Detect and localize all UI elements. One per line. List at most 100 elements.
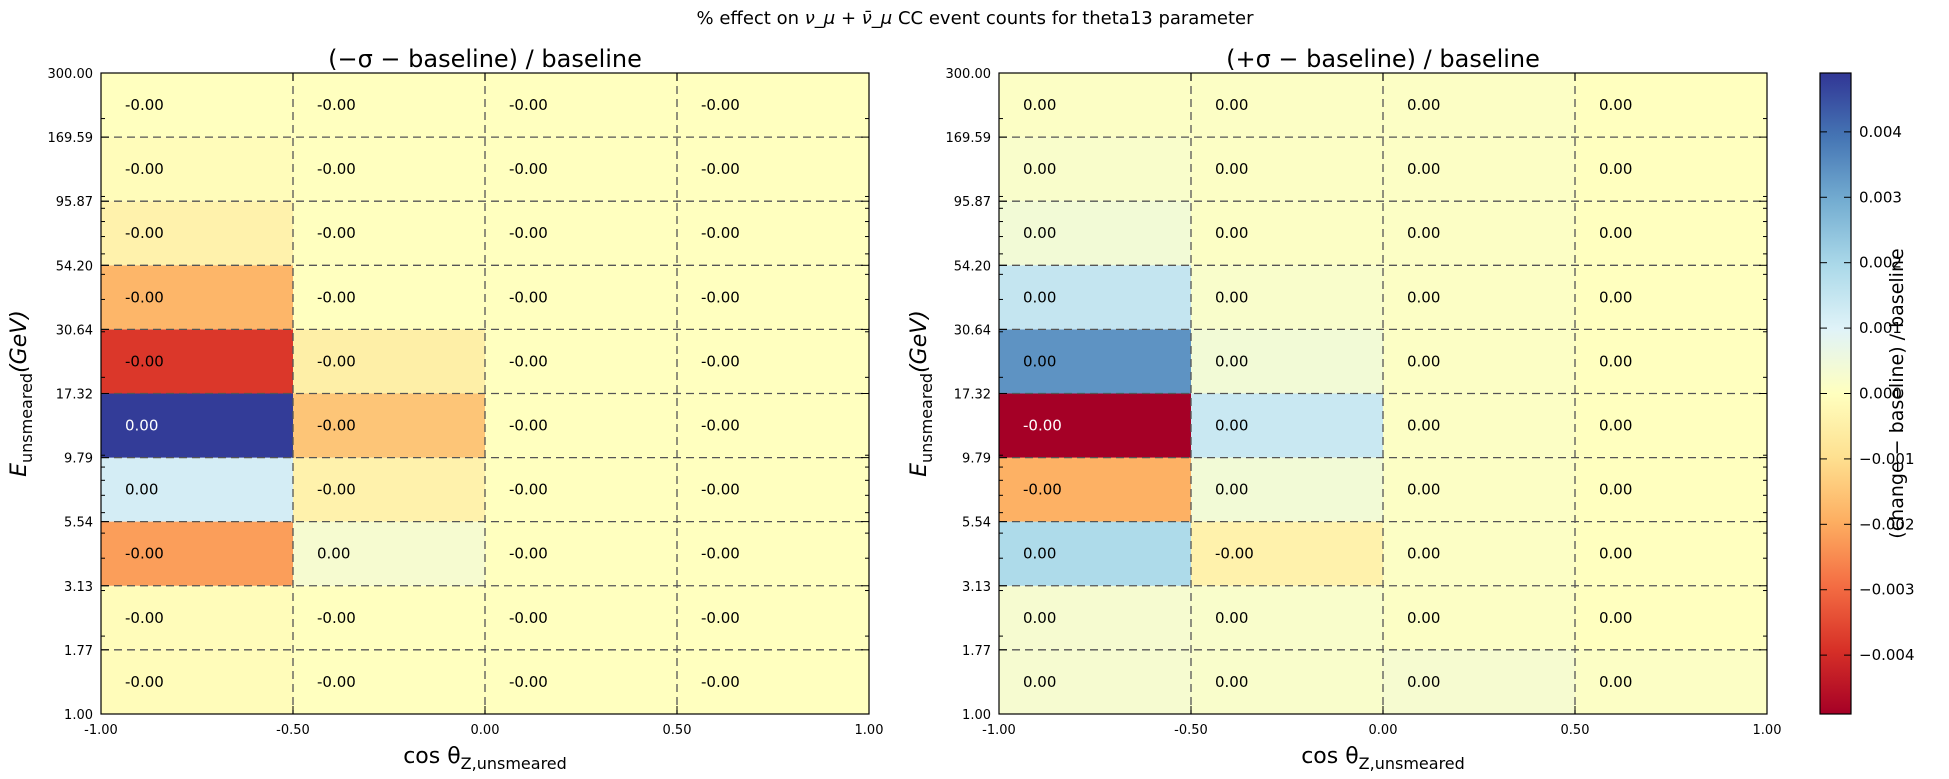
heatmap-cell: [1383, 521, 1575, 586]
cell-label: 0.00: [1407, 673, 1440, 691]
cell-label: -0.00: [317, 160, 356, 178]
heatmap-cell: [1575, 393, 1767, 458]
heatmap-cell: [1383, 137, 1575, 202]
heatmap-cell: [1191, 457, 1383, 522]
heatmap-cell: [293, 137, 485, 202]
cell-label: 0.00: [1215, 160, 1248, 178]
heatmap-cell: [101, 521, 293, 586]
cell-label: -0.00: [509, 545, 548, 563]
cell-label: 0.00: [1023, 352, 1056, 370]
colorbar-label: (change − baseline) / baseline: [1886, 248, 1908, 538]
cell-label: -0.00: [701, 481, 740, 499]
cell-label: 0.00: [125, 481, 158, 499]
heatmap-cell: [677, 521, 869, 586]
colorbar-tick-label: −0.002: [1859, 515, 1915, 533]
heatmap-cell: [677, 265, 869, 330]
heatmap-cell: [999, 73, 1191, 138]
heatmap-cell: [1383, 457, 1575, 522]
cell-label: -0.00: [317, 96, 356, 114]
heatmap-cell: [101, 201, 293, 266]
heatmap-cell: [677, 585, 869, 650]
heatmap-cell: [1191, 265, 1383, 330]
heatmap-cell: [485, 457, 677, 522]
heatmap-cell: [677, 649, 869, 714]
colorbar-tick-label: 0.002: [1859, 254, 1902, 272]
y-tick-label: 9.79: [962, 452, 991, 467]
heatmap-cell: [677, 201, 869, 266]
heatmap-cell: [1191, 649, 1383, 714]
cell-label: 0.00: [1215, 352, 1248, 370]
colorbar: −0.004 −0.003 −0.002 −0.001 0.000 0.001 0.002 0…: [1819, 72, 1915, 715]
cell-label: 0.00: [1215, 96, 1248, 114]
heatmap-cell: [101, 73, 293, 138]
cell-label: 0.00: [1023, 160, 1056, 178]
cell-label: 0.00: [1407, 481, 1440, 499]
cell-label: -0.00: [509, 417, 548, 435]
cell-label: -0.00: [701, 417, 740, 435]
cell-label: -0.00: [1023, 481, 1062, 499]
cell-label: 0.00: [1599, 609, 1632, 627]
cell-label: -0.00: [317, 673, 356, 691]
heatmap-cell: [999, 201, 1191, 266]
cell-label: -0.00: [509, 352, 548, 370]
heatmap-cell: [101, 649, 293, 714]
cell-label: 0.00: [317, 545, 350, 563]
x-tick-label: -0.50: [276, 723, 310, 738]
heatmap-cell: [485, 73, 677, 138]
heatmap-cell: [485, 521, 677, 586]
heatmap-cell: [999, 585, 1191, 650]
cell-label: -0.00: [317, 417, 356, 435]
heatmap-cell: [1575, 457, 1767, 522]
heatmap-cell: [485, 201, 677, 266]
cell-label: 0.00: [1599, 288, 1632, 306]
y-tick-label: 169.59: [946, 131, 992, 146]
heatmap-cell: [293, 265, 485, 330]
heatmap-cell: [1383, 393, 1575, 458]
y-tick-label: 95.87: [56, 195, 93, 210]
heatmap-cell: [485, 265, 677, 330]
heatmap-cell: [1191, 393, 1383, 458]
heatmap-cell: [1383, 265, 1575, 330]
x-tick-label: -1.00: [84, 723, 118, 738]
cell-label: -0.00: [125, 160, 164, 178]
heatmap-cell: [101, 137, 293, 202]
heatmap-cell: [999, 457, 1191, 522]
heatmap-cell: [293, 329, 485, 394]
cell-label: -0.00: [509, 673, 548, 691]
y-tick-label: 1.77: [962, 644, 991, 659]
heatmap-cell: [101, 457, 293, 522]
cell-label: -0.00: [701, 352, 740, 370]
y-tick-label: 169.59: [48, 131, 94, 146]
heatmap-cell: [677, 457, 869, 522]
y-tick-label: 30.64: [954, 323, 991, 338]
x-tick-label: 1.00: [855, 723, 884, 738]
y-tick-label: 1.77: [64, 644, 93, 659]
heatmap-cell: [293, 457, 485, 522]
heatmap-cell: [293, 393, 485, 458]
cell-label: -0.00: [701, 288, 740, 306]
y-tick-label: 54.20: [954, 259, 991, 274]
cell-label: -0.00: [701, 224, 740, 242]
heatmap-cell: [1575, 585, 1767, 650]
cell-label: 0.00: [1407, 96, 1440, 114]
heatmap-cell: [1575, 265, 1767, 330]
cell-label: -0.00: [317, 288, 356, 306]
x-tick-label: 0.00: [1369, 723, 1398, 738]
cell-label: -0.00: [509, 609, 548, 627]
heatmap-cell: [1191, 73, 1383, 138]
heatmap-plus-sigma: 0.00 0.00 0.00 0.00 0.00 0.00 0.00 0.00 0.00 -0.0…: [907, 45, 1781, 773]
y-tick-label: 5.54: [64, 516, 93, 531]
cell-label: -0.00: [317, 481, 356, 499]
y-tick-label: 17.32: [954, 388, 991, 403]
y-tick-label: 3.13: [64, 580, 93, 595]
heatmap-cell: [677, 137, 869, 202]
heatmap-cell: [101, 265, 293, 330]
x-tick-label: -0.50: [1174, 723, 1208, 738]
cell-label: 0.00: [1023, 224, 1056, 242]
y-tick-label: 95.87: [954, 195, 991, 210]
cell-label: -0.00: [125, 673, 164, 691]
heatmap-cell: [999, 521, 1191, 586]
y-axis-label: Eunsmeared(GeV): [7, 310, 36, 477]
panel-title: (−σ − baseline) / baseline: [328, 45, 642, 73]
cell-label: -0.00: [509, 288, 548, 306]
